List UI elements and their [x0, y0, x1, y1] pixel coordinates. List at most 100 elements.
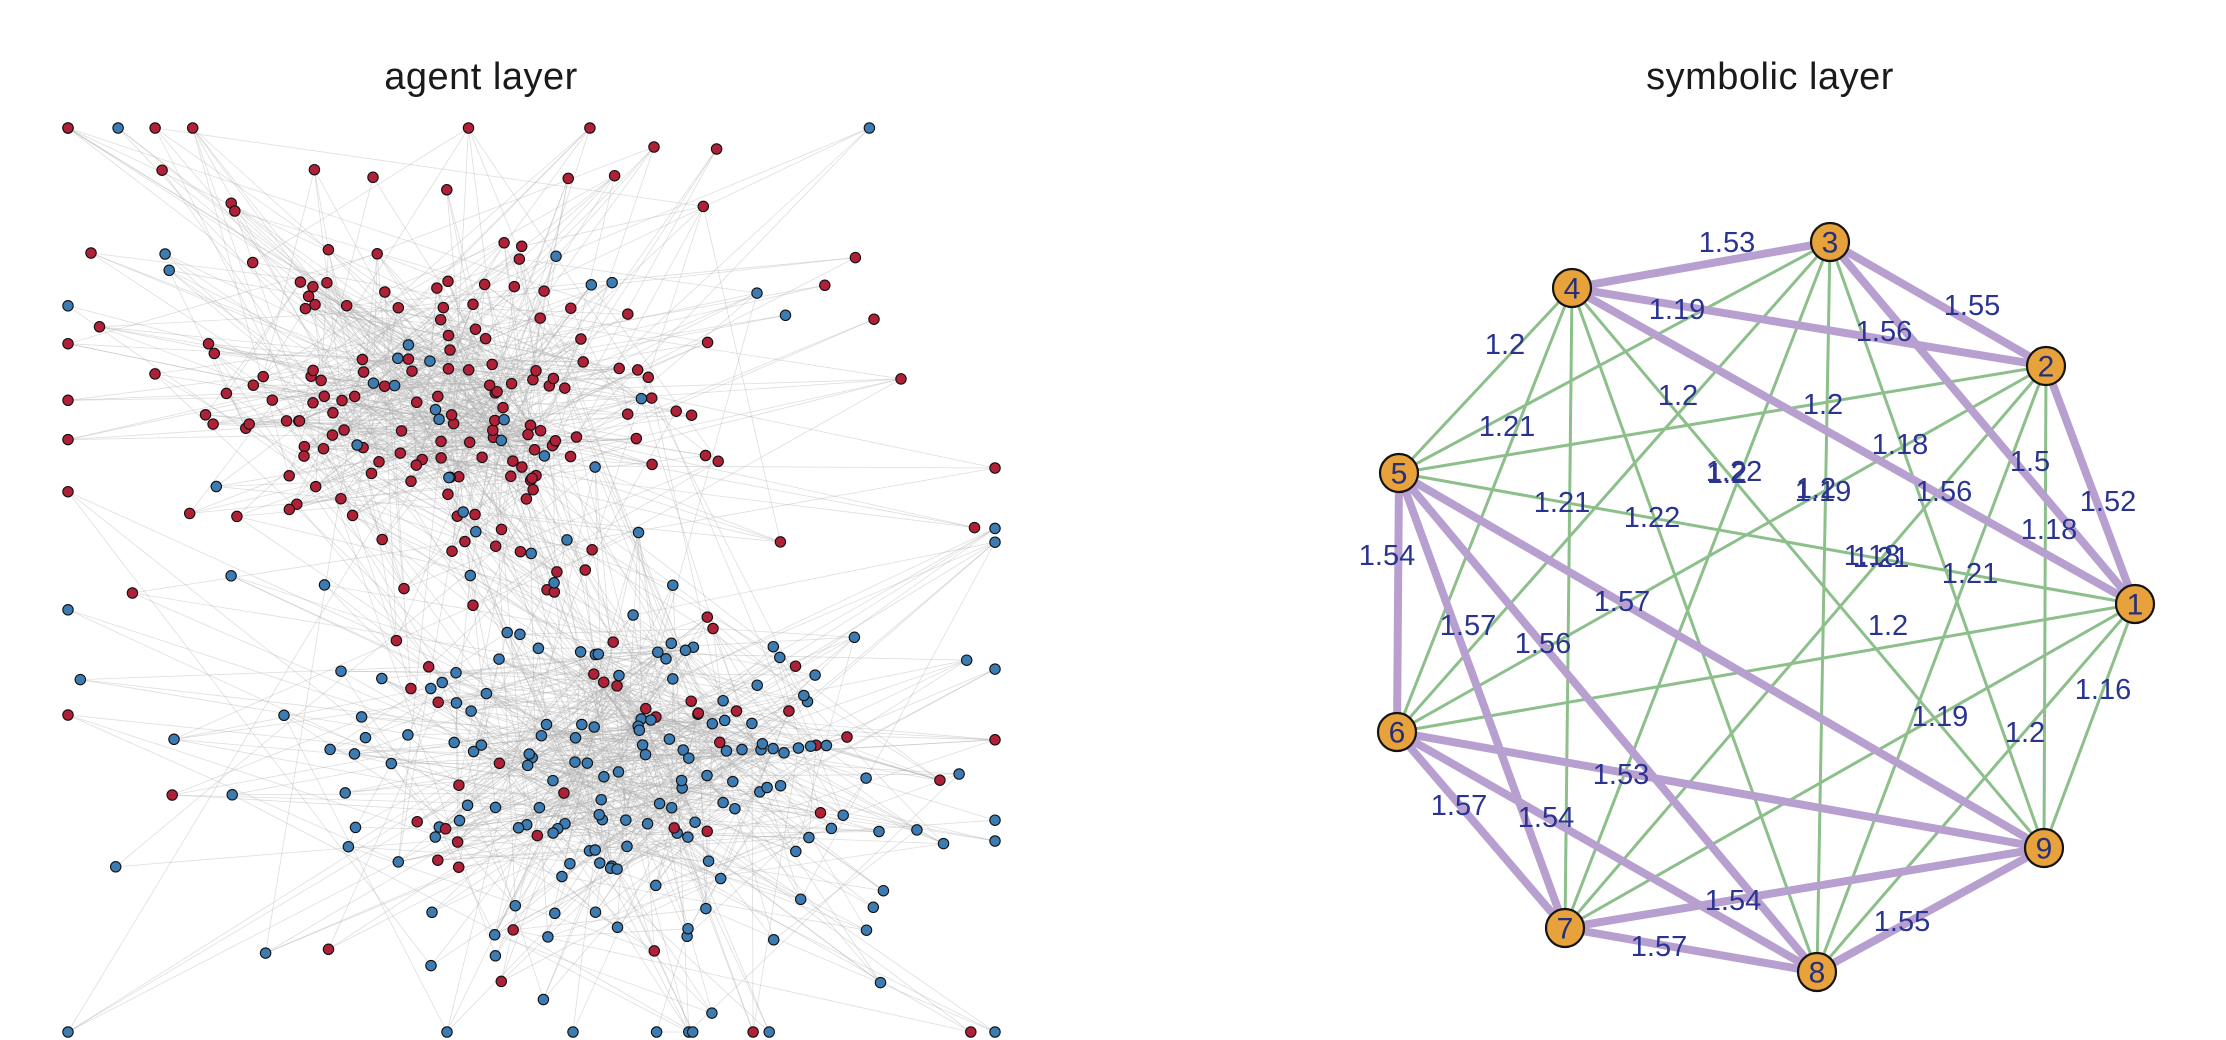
edge-weight-label-1-6: 1.2 [1868, 610, 1908, 642]
agent-node [548, 577, 560, 589]
agent-edge [513, 908, 706, 931]
agent-edge [249, 127, 870, 425]
agent-node [429, 831, 442, 843]
agent-node [621, 408, 634, 420]
agent-edge [601, 780, 682, 801]
agent-edge [330, 749, 735, 810]
agent-edge [234, 210, 413, 372]
agent-edge [346, 257, 856, 307]
edge-weight-label-4-5: 1.2 [1485, 329, 1525, 361]
agent-edge [208, 343, 571, 864]
agent-node [547, 827, 559, 839]
agent-node [398, 582, 410, 595]
agent-edge [531, 553, 586, 571]
agent-edge [519, 628, 714, 635]
agent-edge [447, 280, 584, 363]
agent-node [874, 976, 887, 989]
agent-node [324, 743, 336, 756]
agent-edge [80, 666, 429, 680]
agent-edge [552, 398, 642, 446]
agent-node [989, 734, 1001, 746]
agent-edge [697, 713, 996, 741]
agent-edge [697, 528, 996, 715]
agent-node [478, 278, 491, 291]
agent-node [837, 809, 849, 821]
agent-node [62, 394, 74, 407]
agent-edge [408, 175, 615, 360]
agent-edge [226, 281, 301, 394]
agent-edge [67, 305, 505, 421]
agent-edge [625, 726, 639, 821]
agent-edge [547, 878, 721, 938]
agent-edge [236, 441, 442, 517]
agent-node [207, 418, 219, 430]
agent-node [538, 285, 550, 297]
symbolic-node-5 [1378, 452, 1420, 494]
agent-node [559, 382, 571, 394]
agent-edge [734, 808, 775, 940]
agent-edge [676, 695, 805, 834]
agent-edge [298, 420, 542, 736]
agent-edge [67, 253, 378, 345]
agent-node [968, 521, 981, 534]
agent-edge [581, 724, 655, 952]
agent-edge [232, 794, 689, 1033]
agent-edge [328, 443, 555, 950]
agent-node [395, 425, 408, 437]
agent-edge [489, 385, 528, 825]
agent-edge [283, 714, 721, 879]
agent-edge [438, 685, 618, 703]
agent-node [622, 308, 634, 320]
agent-edge [557, 828, 944, 844]
agent-edge [501, 529, 612, 869]
agent-node [570, 431, 583, 443]
agent-edge [289, 379, 534, 510]
agent-edge [655, 716, 696, 823]
agent-node [613, 362, 625, 375]
agent-edge [428, 539, 568, 668]
agent-edge [422, 459, 975, 528]
agent-edge [457, 438, 637, 517]
agent-edge [362, 370, 413, 448]
agent-node [335, 492, 347, 505]
agent-edge [589, 743, 763, 852]
agent-edge [707, 812, 821, 832]
agent-node [577, 356, 589, 368]
agent-node [648, 141, 660, 153]
agent-edge [442, 682, 576, 739]
symbolic-node-8 [1796, 951, 1838, 993]
agent-edge [99, 326, 534, 491]
agent-edge [352, 441, 442, 516]
agent-edge [67, 380, 322, 440]
agent-edge [431, 710, 737, 913]
agent-edge [502, 284, 592, 408]
agent-edge [575, 737, 972, 1033]
agent-edge [441, 682, 544, 1000]
symbolic-node-number-8: 8 [1809, 957, 1826, 990]
agent-edge [598, 653, 808, 702]
agent-edge [265, 814, 600, 954]
agent-node [636, 739, 649, 751]
agent-edge [495, 762, 588, 956]
agent-edge [154, 373, 454, 424]
agent-edge [810, 668, 996, 747]
agent-node [579, 564, 592, 576]
agent-edge [594, 726, 646, 755]
symbolic-edge-4-9 [1570, 286, 2046, 850]
agent-edge [299, 420, 558, 573]
agent-node [226, 789, 238, 801]
agent-edge [576, 206, 704, 438]
edge-weight-label-6-8: 1.54 [1518, 802, 1574, 834]
agent-edge [464, 541, 612, 869]
agent-edge [584, 569, 613, 867]
agent-edge [543, 743, 763, 1000]
agent-edge [328, 744, 643, 950]
agent-edge [371, 464, 417, 474]
agent-node [677, 744, 689, 756]
agent-node [112, 122, 124, 134]
agent-node [298, 440, 311, 453]
agent-edge [341, 400, 496, 547]
agent-edge [117, 127, 535, 451]
agent-edges-layer [67, 127, 996, 1033]
symbolic-edge-2-7 [1563, 364, 2048, 930]
